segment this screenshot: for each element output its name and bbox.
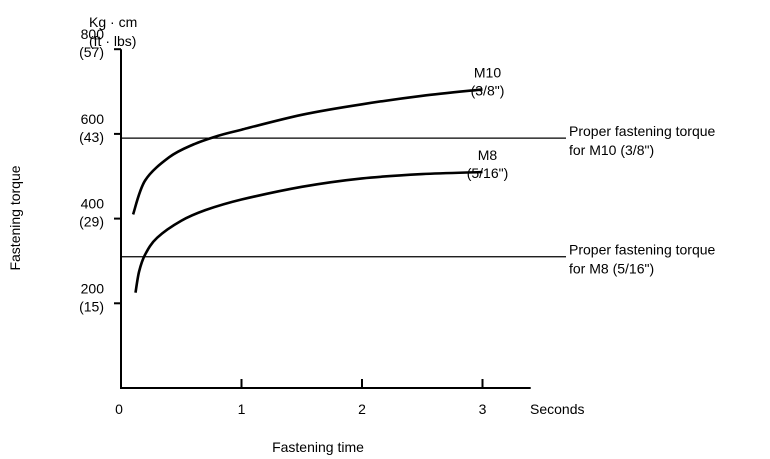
y-tick-sub-label: (29) xyxy=(79,214,104,230)
y-unit-label-line2: (ft · lbs) xyxy=(89,33,136,49)
y-tick-label: 800 xyxy=(81,26,105,42)
y-unit-label-line1: Kg · cm xyxy=(89,14,137,30)
y-tick-label: 200 xyxy=(81,280,105,296)
reference-label-line1: Proper fastening torque xyxy=(569,123,716,139)
series-m10-line xyxy=(131,88,483,215)
x-tick-label: 0 xyxy=(115,401,123,417)
x-tick-label: 3 xyxy=(479,401,487,417)
y-tick-sub-label: (15) xyxy=(79,298,104,314)
y-tick-sub-label: (43) xyxy=(79,129,104,145)
y-tick-sub-label: (57) xyxy=(79,44,104,60)
x-axis-title: Fastening time xyxy=(272,439,364,455)
series-label: M10 xyxy=(474,64,501,80)
y-axis-title: Fastening torque xyxy=(7,165,23,270)
x-tick-label: 2 xyxy=(358,401,366,417)
x-tick-label: 1 xyxy=(238,401,246,417)
x-unit-label: Seconds xyxy=(530,401,584,417)
reference-label-line1: Proper fastening torque xyxy=(569,242,716,258)
reference-label-line2: for M8 (5/16") xyxy=(569,261,654,277)
reference-label-line2: for M10 (3/8") xyxy=(569,142,654,158)
series-sub-label: (3/8") xyxy=(471,82,505,98)
series-m8-line xyxy=(134,170,483,293)
y-tick-label: 400 xyxy=(81,196,105,212)
y-tick-label: 600 xyxy=(81,111,105,127)
series-label: M8 xyxy=(478,147,498,163)
series-sub-label: (5/16") xyxy=(467,165,509,181)
